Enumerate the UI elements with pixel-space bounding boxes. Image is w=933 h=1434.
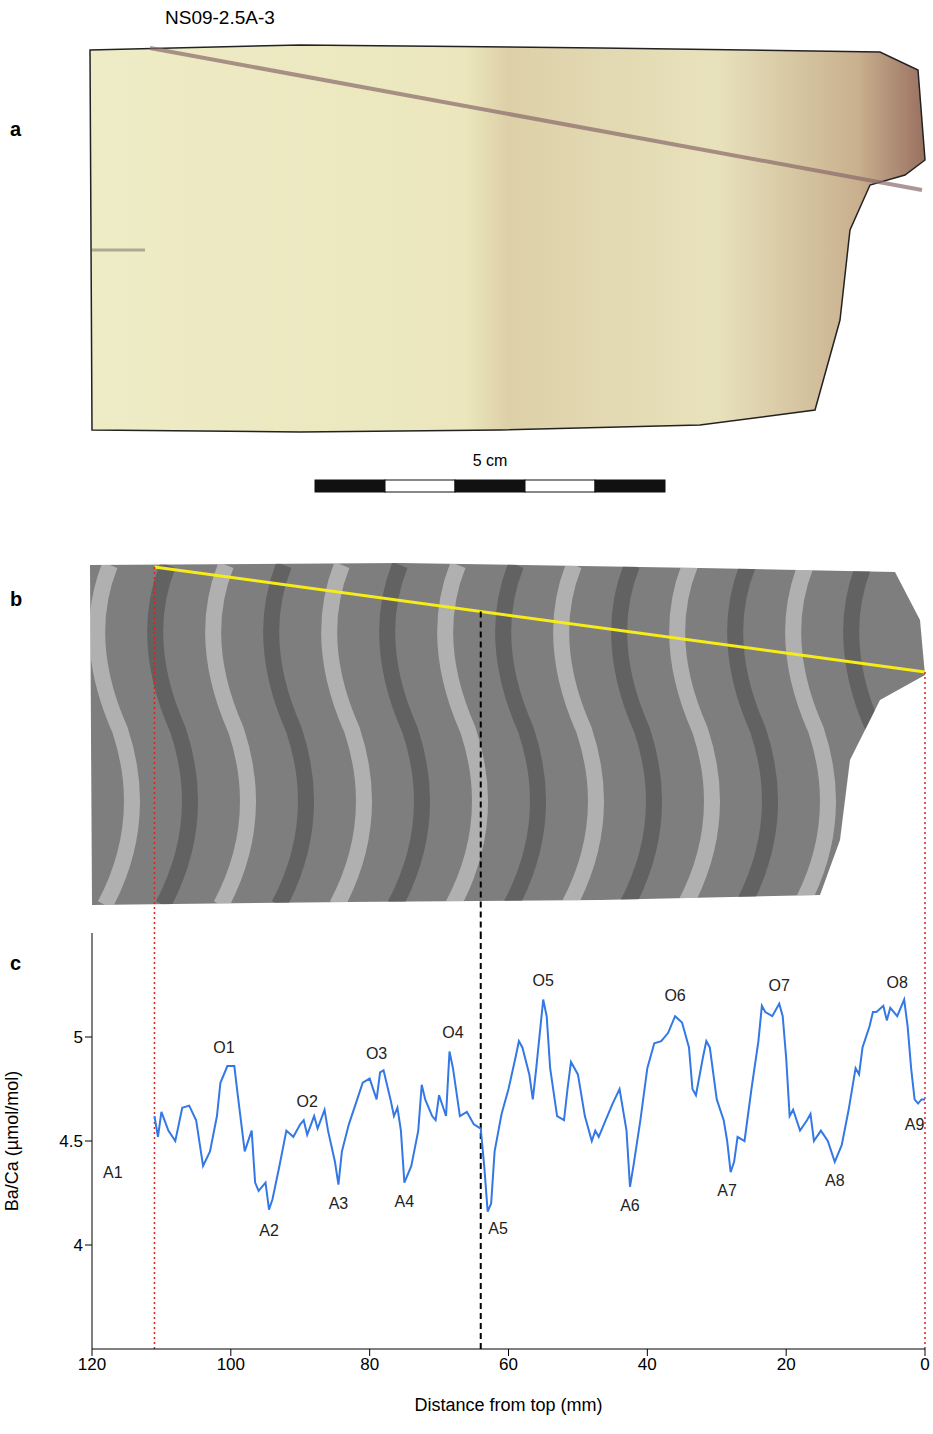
svg-text:O5: O5 bbox=[533, 972, 554, 989]
svg-text:A4: A4 bbox=[395, 1193, 415, 1210]
svg-text:O7: O7 bbox=[769, 977, 790, 994]
svg-text:O2: O2 bbox=[297, 1093, 318, 1110]
svg-text:b: b bbox=[10, 588, 22, 610]
svg-text:Distance from top (mm): Distance from top (mm) bbox=[414, 1395, 602, 1415]
svg-text:100: 100 bbox=[217, 1355, 245, 1374]
svg-text:A5: A5 bbox=[488, 1220, 508, 1237]
svg-text:40: 40 bbox=[638, 1355, 657, 1374]
svg-text:O8: O8 bbox=[887, 974, 908, 991]
svg-text:4: 4 bbox=[74, 1236, 83, 1255]
svg-text:Ba/Ca (µmol/mol): Ba/Ca (µmol/mol) bbox=[2, 1071, 22, 1211]
svg-text:120: 120 bbox=[78, 1355, 106, 1374]
svg-text:20: 20 bbox=[777, 1355, 796, 1374]
svg-text:A6: A6 bbox=[620, 1197, 640, 1214]
svg-text:O3: O3 bbox=[366, 1045, 387, 1062]
svg-text:A7: A7 bbox=[717, 1182, 737, 1199]
svg-text:a: a bbox=[10, 118, 22, 140]
svg-text:O6: O6 bbox=[664, 987, 685, 1004]
svg-text:60: 60 bbox=[499, 1355, 518, 1374]
svg-text:5 cm: 5 cm bbox=[473, 452, 508, 469]
svg-text:80: 80 bbox=[360, 1355, 379, 1374]
svg-text:A1: A1 bbox=[103, 1164, 123, 1181]
svg-text:O1: O1 bbox=[213, 1039, 234, 1056]
svg-text:O4: O4 bbox=[442, 1024, 463, 1041]
svg-text:A9: A9 bbox=[905, 1116, 925, 1133]
svg-text:A3: A3 bbox=[329, 1195, 349, 1212]
svg-text:0: 0 bbox=[920, 1355, 929, 1374]
svg-text:NS09-2.5A-3: NS09-2.5A-3 bbox=[165, 7, 275, 28]
svg-text:c: c bbox=[10, 952, 21, 974]
svg-text:4.5: 4.5 bbox=[59, 1132, 83, 1151]
svg-text:A2: A2 bbox=[259, 1222, 279, 1239]
svg-text:5: 5 bbox=[74, 1028, 83, 1047]
svg-text:A8: A8 bbox=[825, 1172, 845, 1189]
